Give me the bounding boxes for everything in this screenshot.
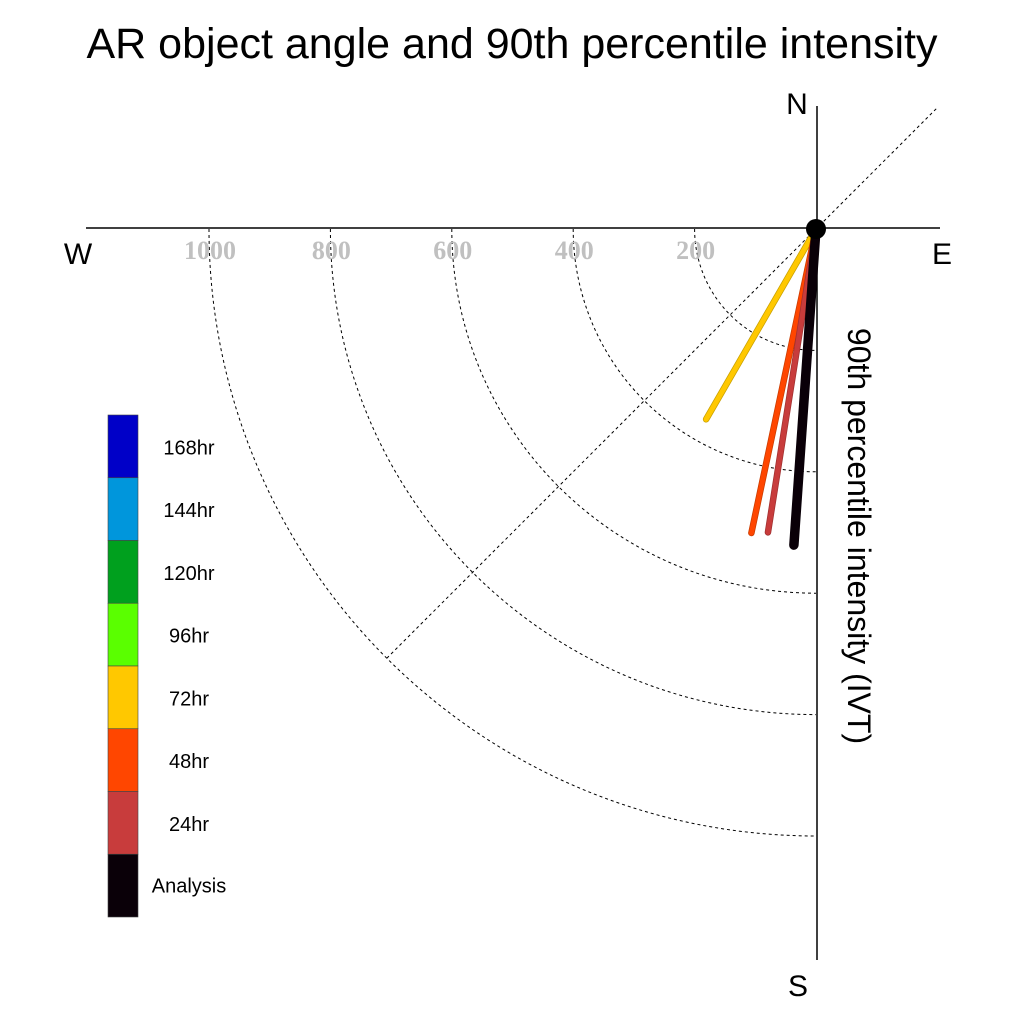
legend-label: 168hr <box>163 437 214 459</box>
legend-swatch <box>107 665 139 730</box>
legend-swatch <box>107 791 139 855</box>
legend-label: 120hr <box>163 563 214 585</box>
legend-swatch <box>107 853 139 918</box>
legend-label: Analysis <box>152 876 226 898</box>
radial-axis-title: 90th percentile intensity (IVT) <box>841 328 877 744</box>
vector-analysis <box>789 225 820 550</box>
compass-north-label: N <box>786 88 808 121</box>
legend-label: 144hr <box>163 500 214 522</box>
legend-label: 48hr <box>169 751 209 773</box>
grid-arc-3 <box>329 228 817 716</box>
compass-west-label: W <box>64 238 93 271</box>
chart-title: AR object angle and 90th percentile inte… <box>87 20 938 68</box>
radial-tick-label: 1000 <box>184 236 236 265</box>
data-vectors <box>702 224 821 550</box>
legend-swatch <box>107 414 139 479</box>
legend-label: 96hr <box>169 626 209 648</box>
legend: 168hr 144hr 120hr 96hr 72hr 48hr 24hr Analysis <box>107 414 226 918</box>
legend-label: 72hr <box>169 688 209 710</box>
grid-arc-2 <box>451 228 817 594</box>
compass-east-label: E <box>932 238 952 271</box>
radial-tick-label: 800 <box>312 236 351 265</box>
radial-tick-label: 600 <box>433 236 472 265</box>
legend-swatch <box>107 477 139 541</box>
legend-swatch <box>107 540 139 604</box>
grid-arc-1 <box>572 228 817 473</box>
legend-swatch <box>107 602 139 667</box>
legend-label: 24hr <box>169 814 209 836</box>
radial-tick-label: 400 <box>555 236 594 265</box>
vector-72hr <box>703 226 819 422</box>
origin-marker <box>806 219 826 239</box>
grid <box>208 108 937 837</box>
legend-swatch <box>107 728 139 792</box>
radial-tick-label: 200 <box>676 236 715 265</box>
compass-south-label: S <box>788 970 808 1003</box>
radial-tick-labels: 200 400 600 800 1000 <box>184 236 715 265</box>
